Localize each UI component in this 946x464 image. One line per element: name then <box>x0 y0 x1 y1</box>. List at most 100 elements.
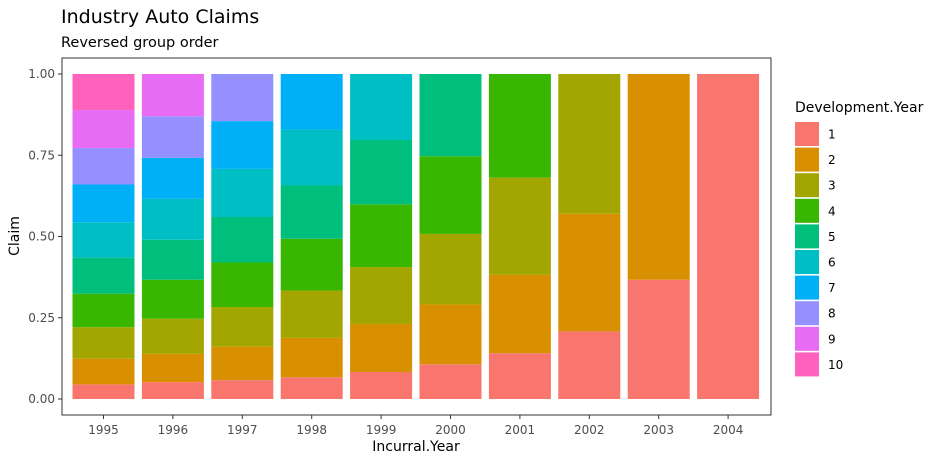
bar-segment-2003-dev-2 <box>627 74 690 280</box>
bar-segment-2003-dev-1 <box>627 279 690 399</box>
legend-swatch-10 <box>795 352 819 377</box>
bar-segment-2001-dev-2 <box>488 274 551 354</box>
bar-segment-2001-dev-1 <box>488 353 551 399</box>
x-tick-label: 2004 <box>713 423 744 437</box>
legend-swatch-7 <box>795 275 819 300</box>
bars-layer <box>72 74 760 400</box>
bar-segment-1996-dev-6 <box>141 198 204 240</box>
legend-title: Development.Year <box>795 100 924 116</box>
bar-segment-2002-dev-2 <box>558 213 621 332</box>
bar-segment-1996-dev-9 <box>141 74 204 117</box>
x-tick-label: 1998 <box>296 423 327 437</box>
legend-swatch-1 <box>795 122 819 146</box>
bar-segment-1998-dev-5 <box>280 185 343 239</box>
legend-label-2: 2 <box>828 153 836 167</box>
legend-swatch-8 <box>795 301 819 326</box>
x-tick-label: 1999 <box>366 423 397 437</box>
legend-label-8: 8 <box>828 307 836 321</box>
bar-segment-1995-dev-8 <box>72 148 135 185</box>
bar-segment-2004-dev-1 <box>697 74 760 399</box>
bar-segment-1995-dev-1 <box>72 384 135 400</box>
y-axis: 0.00 0.25 0.50 0.75 1.00 <box>28 67 62 406</box>
bar-segment-1998-dev-3 <box>280 290 343 338</box>
bar-segment-1995-dev-5 <box>72 257 135 294</box>
bar-segment-1998-dev-4 <box>280 238 343 291</box>
legend-swatch-6 <box>795 250 819 274</box>
x-tick-label: 2003 <box>643 423 674 437</box>
bar-segment-1999-dev-4 <box>350 204 413 268</box>
x-tick-label: 1997 <box>227 423 258 437</box>
chart-title: Industry Auto Claims <box>61 6 259 28</box>
bar-segment-1995-dev-7 <box>72 184 135 223</box>
bar-segment-1998-dev-6 <box>280 129 343 186</box>
y-tick-label: 0.75 <box>28 148 55 162</box>
bar-segment-1999-dev-1 <box>350 372 413 399</box>
bar-segment-1999-dev-5 <box>350 139 413 205</box>
bar-segment-1997-dev-7 <box>211 121 274 169</box>
bar-segment-1995-dev-3 <box>72 327 135 359</box>
bar-segment-1996-dev-8 <box>141 116 204 158</box>
y-tick-label: 0.50 <box>28 230 55 244</box>
bar-segment-1995-dev-9 <box>72 110 135 149</box>
bar-segment-1996-dev-7 <box>141 157 204 199</box>
bar-segment-1997-dev-2 <box>211 346 274 381</box>
legend: Development.Year 1 2 3 4 5 6 7 8 9 10 <box>795 100 924 377</box>
legend-swatch-2 <box>795 147 819 172</box>
legend-label-1: 1 <box>828 128 836 142</box>
y-tick-label: 0.25 <box>28 311 55 325</box>
bar-segment-1997-dev-8 <box>211 74 274 122</box>
bar-segment-1999-dev-6 <box>350 74 413 140</box>
bar-segment-1997-dev-5 <box>211 217 274 263</box>
bar-segment-1998-dev-7 <box>280 74 343 130</box>
bar-segment-2000-dev-2 <box>419 304 482 365</box>
bar-segment-1998-dev-1 <box>280 377 343 399</box>
bar-segment-1998-dev-2 <box>280 337 343 378</box>
x-tick-label: 1995 <box>88 423 119 437</box>
bar-segment-2000-dev-4 <box>419 156 482 234</box>
x-tick-label: 2002 <box>574 423 605 437</box>
bar-segment-1996-dev-1 <box>141 382 204 399</box>
bar-segment-1997-dev-1 <box>211 380 274 399</box>
bar-segment-2001-dev-4 <box>488 74 551 178</box>
y-tick-label: 0.00 <box>28 392 55 406</box>
legend-swatch-9 <box>795 326 819 351</box>
bar-segment-1995-dev-10 <box>72 74 135 111</box>
legend-swatch-4 <box>795 198 819 223</box>
bar-segment-1999-dev-3 <box>350 267 413 324</box>
bar-segment-1999-dev-2 <box>350 323 413 373</box>
x-axis: 1995 1996 1997 1998 1999 2000 2001 2002 2003 2004 <box>88 415 743 437</box>
legend-label-4: 4 <box>828 204 836 218</box>
bar-segment-1997-dev-4 <box>211 262 274 308</box>
y-tick-label: 1.00 <box>28 67 55 81</box>
bar-segment-2000-dev-5 <box>419 74 482 157</box>
bar-segment-1996-dev-5 <box>141 239 204 280</box>
legend-label-6: 6 <box>828 256 836 270</box>
legend-label-5: 5 <box>828 230 836 244</box>
x-tick-label: 1996 <box>158 423 189 437</box>
x-tick-label: 2001 <box>505 423 536 437</box>
legend-swatch-5 <box>795 224 819 249</box>
bar-segment-2000-dev-1 <box>419 364 482 399</box>
legend-swatch-3 <box>795 173 819 198</box>
bar-segment-1997-dev-6 <box>211 168 274 217</box>
y-axis-title: Claim <box>7 216 23 256</box>
bar-segment-2002-dev-1 <box>558 331 621 399</box>
bar-segment-1995-dev-6 <box>72 222 135 258</box>
bar-segment-2002-dev-3 <box>558 74 621 214</box>
chart-subtitle: Reversed group order <box>61 35 219 51</box>
bar-segment-1996-dev-4 <box>141 279 204 319</box>
bar-segment-1995-dev-4 <box>72 293 135 328</box>
legend-label-7: 7 <box>828 281 836 295</box>
bar-segment-1995-dev-2 <box>72 358 135 385</box>
bar-segment-1996-dev-3 <box>141 318 204 354</box>
x-axis-title: Incurral.Year <box>372 439 460 455</box>
bar-segment-2000-dev-3 <box>419 233 482 305</box>
legend-label-9: 9 <box>828 332 836 346</box>
bar-segment-1997-dev-3 <box>211 307 274 347</box>
bar-segment-2001-dev-3 <box>488 177 551 275</box>
legend-label-10: 10 <box>828 358 843 372</box>
legend-label-3: 3 <box>828 179 836 193</box>
bar-segment-1996-dev-2 <box>141 353 204 383</box>
x-tick-label: 2000 <box>435 423 466 437</box>
